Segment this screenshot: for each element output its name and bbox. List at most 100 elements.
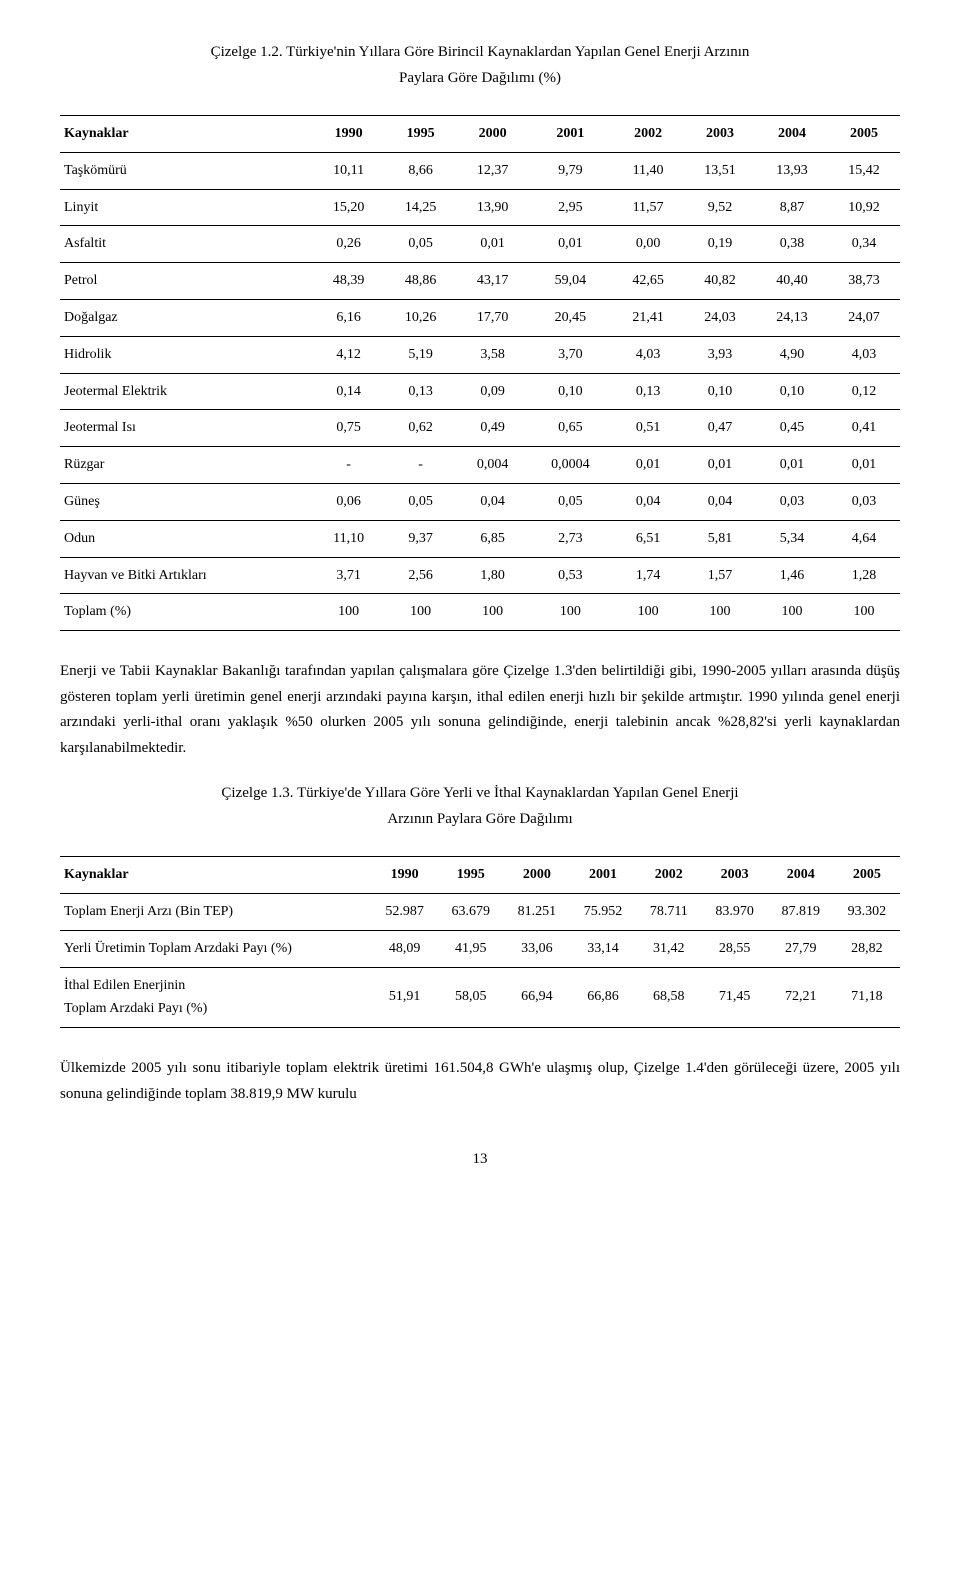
cell: 0,49 [457, 410, 529, 447]
table-row: Güneş0,060,050,040,050,040,040,030,03 [60, 483, 900, 520]
cell: 72,21 [768, 967, 834, 1028]
cell: 100 [529, 594, 613, 631]
cell: 0,51 [612, 410, 684, 447]
cell: 0,01 [457, 226, 529, 263]
cell: 0,04 [684, 483, 756, 520]
cell: 1,57 [684, 557, 756, 594]
cell: 9,79 [529, 152, 613, 189]
cell: 51,91 [372, 967, 438, 1028]
row-label: Güneş [60, 483, 313, 520]
cell: 0,01 [529, 226, 613, 263]
table-row: Toplam Enerji Arzı (Bin TEP)52.98763.679… [60, 893, 900, 930]
cell: 100 [756, 594, 828, 631]
cell: 0,0004 [529, 447, 613, 484]
table2-col0-header: Kaynaklar [60, 857, 372, 894]
table1-header-row: Kaynaklar 1990 1995 2000 2001 2002 2003 … [60, 116, 900, 153]
cell: 66,94 [504, 967, 570, 1028]
row-label: Jeotermal Isı [60, 410, 313, 447]
cell: - [313, 447, 385, 484]
cell: 1,74 [612, 557, 684, 594]
cell: 13,93 [756, 152, 828, 189]
cell: 0,65 [529, 410, 613, 447]
cell: 100 [828, 594, 900, 631]
row-label: Toplam (%) [60, 594, 313, 631]
cell: 0,09 [457, 373, 529, 410]
cell: 5,34 [756, 520, 828, 557]
cell: 0,04 [457, 483, 529, 520]
cell: 24,13 [756, 299, 828, 336]
cell: 1,28 [828, 557, 900, 594]
table1-year-2: 2000 [457, 116, 529, 153]
cell: 0,01 [612, 447, 684, 484]
cell: 0,05 [385, 483, 457, 520]
table-row: Jeotermal Isı0,750,620,490,650,510,470,4… [60, 410, 900, 447]
cell: 0,01 [828, 447, 900, 484]
cell: 75.952 [570, 893, 636, 930]
cell: 40,40 [756, 263, 828, 300]
cell: 12,37 [457, 152, 529, 189]
cell: 0,05 [529, 483, 613, 520]
cell: 20,45 [529, 299, 613, 336]
table1-year-3: 2001 [529, 116, 613, 153]
domestic-import-table: Kaynaklar 1990 1995 2000 2001 2002 2003 … [60, 856, 900, 1028]
cell: 0,03 [828, 483, 900, 520]
table-row: Taşkömürü10,118,6612,379,7911,4013,5113,… [60, 152, 900, 189]
table2-year-6: 2004 [768, 857, 834, 894]
cell: 0,03 [756, 483, 828, 520]
row-label: Taşkömürü [60, 152, 313, 189]
cell: 27,79 [768, 930, 834, 967]
table-row: İthal Edilen Enerjinin Toplam Arzdaki Pa… [60, 967, 900, 1028]
table1-year-7: 2005 [828, 116, 900, 153]
table1-year-0: 1990 [313, 116, 385, 153]
cell: 1,46 [756, 557, 828, 594]
cell: 14,25 [385, 189, 457, 226]
row-label: Doğalgaz [60, 299, 313, 336]
caption1-line1: Çizelge 1.2. Türkiye'nin Yıllara Göre Bi… [60, 40, 900, 66]
cell: 48,86 [385, 263, 457, 300]
cell: 13,51 [684, 152, 756, 189]
cell: 0,06 [313, 483, 385, 520]
cell: 24,07 [828, 299, 900, 336]
cell: 52.987 [372, 893, 438, 930]
cell: 63.679 [438, 893, 504, 930]
row-label: Asfaltit [60, 226, 313, 263]
cell: 48,09 [372, 930, 438, 967]
cell: 0,00 [612, 226, 684, 263]
cell: 59,04 [529, 263, 613, 300]
cell: 4,12 [313, 336, 385, 373]
cell: 5,81 [684, 520, 756, 557]
table2-year-2: 2000 [504, 857, 570, 894]
cell: 11,40 [612, 152, 684, 189]
cell: 0,53 [529, 557, 613, 594]
cell: 0,004 [457, 447, 529, 484]
table2-caption: Çizelge 1.3. Türkiye'de Yıllara Göre Yer… [60, 781, 900, 832]
cell: 100 [612, 594, 684, 631]
table2-year-4: 2002 [636, 857, 701, 894]
cell: 71,18 [834, 967, 900, 1028]
cell: 0,01 [756, 447, 828, 484]
cell: 3,70 [529, 336, 613, 373]
cell: 40,82 [684, 263, 756, 300]
table-row: Odun11,109,376,852,736,515,815,344,64 [60, 520, 900, 557]
cell: 13,90 [457, 189, 529, 226]
cell: 11,57 [612, 189, 684, 226]
table-row: Hidrolik4,125,193,583,704,033,934,904,03 [60, 336, 900, 373]
cell: 42,65 [612, 263, 684, 300]
cell: 0,10 [684, 373, 756, 410]
cell: 2,73 [529, 520, 613, 557]
cell: 81.251 [504, 893, 570, 930]
cell: 2,95 [529, 189, 613, 226]
cell: 0,01 [684, 447, 756, 484]
cell: 48,39 [313, 263, 385, 300]
cell: 0,10 [756, 373, 828, 410]
cell: 0,75 [313, 410, 385, 447]
cell: 83.970 [702, 893, 768, 930]
cell: 0,41 [828, 410, 900, 447]
cell: 3,71 [313, 557, 385, 594]
row-label: Petrol [60, 263, 313, 300]
table-row: Toplam (%)100100100100100100100100 [60, 594, 900, 631]
cell: 78.711 [636, 893, 701, 930]
cell: 0,19 [684, 226, 756, 263]
cell: 93.302 [834, 893, 900, 930]
caption1-line2: Paylara Göre Dağılımı (%) [60, 66, 900, 92]
